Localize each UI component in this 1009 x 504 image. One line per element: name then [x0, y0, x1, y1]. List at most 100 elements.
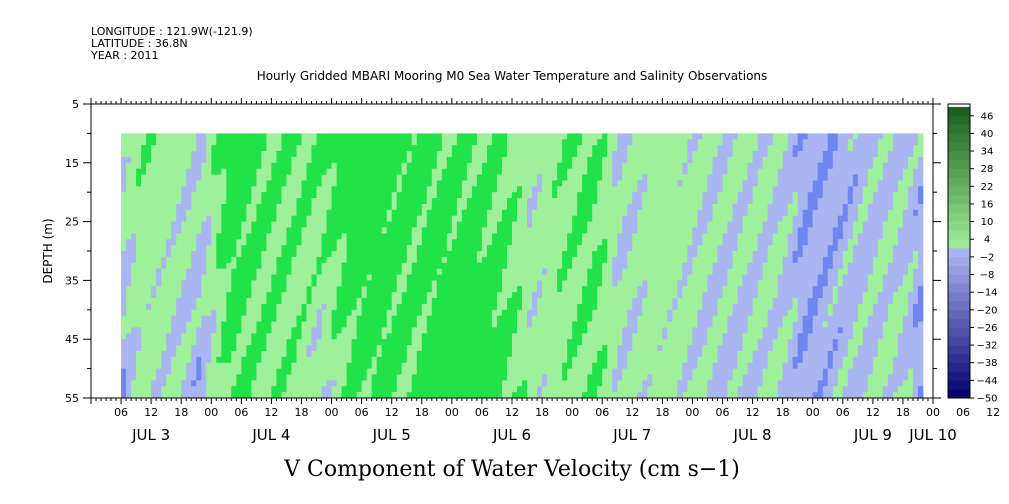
heatmap-cell — [136, 339, 142, 346]
heatmap-cell — [206, 221, 212, 228]
heatmap-cell — [186, 350, 192, 358]
heatmap-cell — [211, 309, 217, 317]
heatmap-cell — [501, 392, 508, 399]
heatmap-cell — [221, 280, 227, 287]
heatmap-cell — [587, 280, 593, 287]
heatmap-cell — [532, 321, 538, 328]
heatmap-cell — [441, 274, 448, 281]
heatmap-cell — [251, 274, 257, 281]
heatmap-cell — [501, 268, 508, 275]
heatmap-cell — [296, 203, 302, 211]
heatmap-cell — [421, 174, 428, 181]
heatmap-cell — [451, 386, 458, 393]
heatmap-cell — [456, 251, 463, 258]
heatmap-cell — [506, 303, 513, 311]
heatmap-cell — [642, 180, 648, 187]
heatmap-cell — [261, 350, 267, 358]
heatmap-cell — [281, 209, 287, 217]
heatmap-cell — [662, 274, 668, 281]
heatmap-cell — [276, 303, 282, 311]
heatmap-cell — [296, 145, 302, 152]
heatmap-cell — [166, 321, 172, 328]
heatmap-cell — [186, 174, 192, 181]
heatmap-cell — [156, 356, 162, 364]
heatmap-cell — [396, 256, 403, 264]
heatmap-cell — [231, 209, 237, 217]
heatmap-cell — [421, 186, 428, 193]
heatmap-cell — [411, 380, 418, 387]
heatmap-cell — [166, 145, 172, 152]
heatmap-cell — [582, 145, 588, 152]
heatmap-cell — [236, 280, 242, 287]
heatmap-cell — [481, 286, 488, 293]
heatmap-cell — [206, 245, 212, 252]
heatmap-cell — [426, 174, 433, 181]
heatmap-cell — [191, 151, 197, 158]
heatmap-cell — [176, 327, 182, 334]
heatmap-cell — [191, 386, 197, 393]
heatmap-cell — [361, 292, 368, 299]
heatmap-cell — [331, 162, 337, 170]
heatmap-cell — [642, 274, 648, 281]
heatmap-cell — [607, 239, 613, 246]
heatmap-cell — [522, 168, 528, 175]
heatmap-cell — [547, 333, 553, 340]
heatmap-cell — [632, 321, 638, 328]
heatmap-cell — [381, 368, 388, 375]
heatmap-cell — [667, 156, 673, 164]
heatmap-cell — [176, 192, 182, 199]
heatmap-cell — [171, 286, 177, 293]
heatmap-cell — [261, 380, 267, 387]
heatmap-cell — [311, 203, 317, 211]
heatmap-cell — [151, 262, 157, 270]
heatmap-cell — [627, 356, 633, 364]
heatmap-cell — [587, 139, 593, 146]
heatmap-cell — [236, 233, 242, 240]
heatmap-cell — [547, 268, 553, 275]
heatmap-cell — [241, 362, 247, 369]
heatmap-cell — [612, 280, 618, 287]
heatmap-cell — [617, 280, 623, 287]
heatmap-cell — [276, 256, 282, 264]
heatmap-cell — [316, 156, 322, 164]
heatmap-cell — [326, 162, 332, 170]
heatmap-cell — [291, 339, 297, 346]
heatmap-cell — [281, 374, 287, 381]
heatmap-cell — [421, 145, 428, 152]
heatmap-cell — [191, 268, 197, 275]
heatmap-cell — [587, 215, 593, 222]
heatmap-cell — [552, 309, 558, 317]
heatmap-cell — [296, 156, 302, 164]
heatmap-cell — [201, 280, 207, 287]
heatmap-cell — [261, 362, 267, 369]
heatmap-cell — [486, 256, 493, 264]
heatmap-cell — [246, 333, 252, 340]
heatmap-cell — [642, 192, 648, 199]
heatmap-cell — [522, 251, 528, 258]
heatmap-cell — [231, 174, 237, 181]
heatmap-cell — [151, 198, 157, 205]
heatmap-cell — [642, 233, 648, 240]
heatmap-cell — [446, 145, 453, 152]
heatmap-cell — [231, 133, 237, 140]
heatmap-cell — [451, 321, 458, 328]
heatmap-cell — [126, 280, 132, 287]
heatmap-cell — [291, 174, 297, 181]
heatmap-cell — [156, 227, 162, 234]
heatmap-cell — [221, 350, 227, 358]
heatmap-cell — [542, 133, 548, 140]
heatmap-cell — [266, 315, 272, 322]
heatmap-cell — [672, 256, 678, 264]
heatmap-cell — [286, 192, 292, 199]
heatmap-cell — [461, 145, 468, 152]
heatmap-cell — [231, 368, 237, 375]
heatmap-cell — [341, 315, 348, 322]
heatmap-cell — [612, 256, 618, 264]
heatmap-cell — [381, 292, 388, 299]
heatmap-cell — [306, 203, 312, 211]
heatmap-cell — [316, 356, 322, 364]
heatmap-cell — [466, 350, 473, 358]
heatmap-cell — [436, 274, 443, 281]
heatmap-cell — [471, 392, 478, 399]
heatmap-cell — [231, 215, 237, 222]
